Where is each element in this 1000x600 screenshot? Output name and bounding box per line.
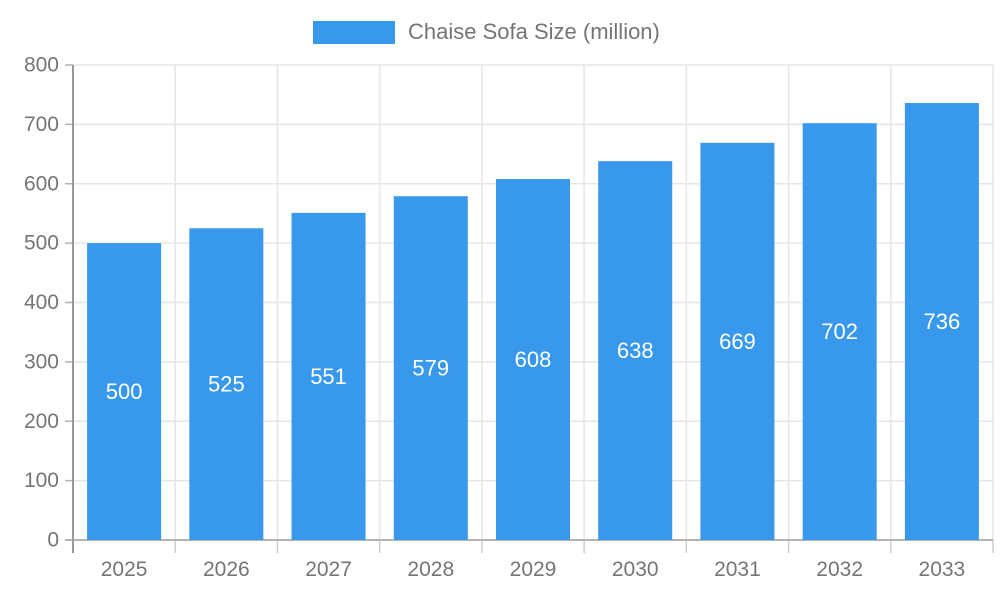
y-axis-tick-label: 700: [24, 113, 59, 136]
legend-swatch: [313, 20, 395, 44]
x-axis-tick-label: 2030: [612, 558, 659, 581]
y-axis-tick-label: 200: [24, 410, 59, 433]
x-axis-tick-label: 2027: [305, 558, 352, 581]
x-axis-tick-label: 2028: [407, 558, 454, 581]
y-axis-tick-label: 800: [24, 54, 59, 77]
bar-2033[interactable]: [904, 103, 979, 540]
y-axis-tick-label: 300: [24, 350, 59, 373]
bar-value-label: 638: [617, 338, 654, 363]
x-axis-tick-label: 2029: [510, 558, 557, 581]
bar-value-label: 551: [310, 364, 347, 389]
y-axis-tick-label: 500: [24, 232, 59, 255]
bar-value-label: 608: [515, 347, 552, 372]
bar-2027[interactable]: [291, 212, 366, 540]
bar-value-label: 579: [412, 356, 449, 381]
bar-value-label: 525: [208, 372, 245, 397]
y-axis-tick-label: 100: [24, 469, 59, 492]
bar-value-label: 669: [719, 329, 756, 354]
y-axis-tick-label: 600: [24, 172, 59, 195]
x-axis-tick-label: 2025: [101, 558, 148, 581]
bar-2030[interactable]: [598, 161, 673, 540]
x-axis-tick-label: 2033: [919, 558, 966, 581]
bar-value-label: 702: [821, 319, 858, 344]
bar-2032[interactable]: [802, 123, 877, 540]
legend-label: Chaise Sofa Size (million): [408, 19, 660, 44]
x-axis-tick-label: 2031: [714, 558, 761, 581]
bar-2028[interactable]: [393, 196, 468, 540]
y-axis-tick-label: 0: [47, 529, 59, 552]
bar-value-label: 500: [106, 379, 143, 404]
x-axis-tick-label: 2032: [816, 558, 863, 581]
bar-2031[interactable]: [700, 142, 775, 540]
y-axis-tick-label: 400: [24, 291, 59, 314]
bar-2025[interactable]: [87, 243, 162, 540]
bar-2029[interactable]: [496, 179, 570, 540]
chart-legend[interactable]: Chaise Sofa Size (million): [313, 19, 660, 45]
bar-value-label: 736: [924, 309, 961, 334]
x-axis-tick-label: 2026: [203, 558, 250, 581]
bar-2026[interactable]: [189, 228, 264, 540]
